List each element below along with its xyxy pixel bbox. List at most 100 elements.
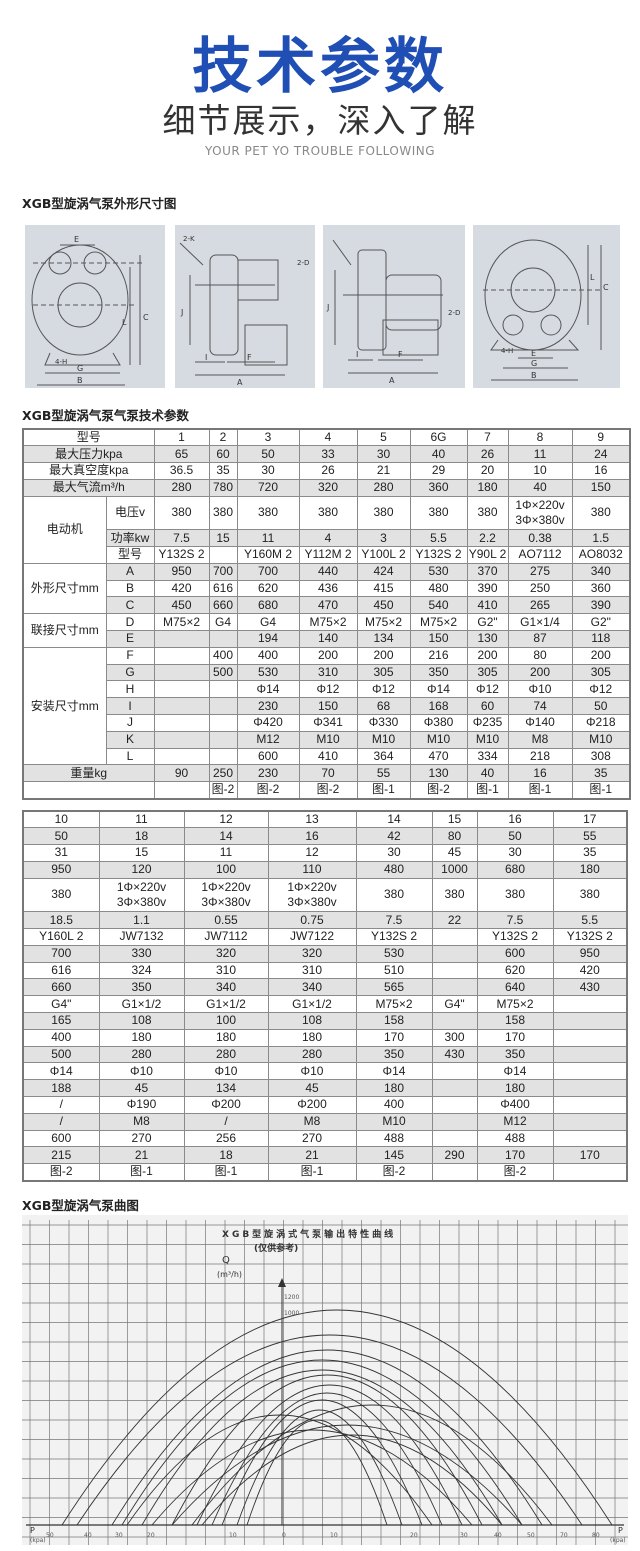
table-cell <box>431 961 478 980</box>
svg-text:E: E <box>74 235 79 244</box>
table-cell <box>552 1163 628 1182</box>
table-cell: 720 <box>236 478 300 497</box>
table-cell <box>552 1045 628 1064</box>
table-cell: Φ14 <box>355 1062 433 1081</box>
table-cell: 7 <box>466 428 509 447</box>
table-cell: Y132S 2 <box>409 546 468 564</box>
table-cell: 图-1 <box>507 781 573 800</box>
table-cell: 18 <box>183 1146 269 1165</box>
row-sub-label: G <box>105 663 155 682</box>
row-label: 最大压力kpa <box>22 445 155 464</box>
x-tick: 20 <box>410 1532 418 1539</box>
table-cell: 图-2 <box>22 1163 100 1182</box>
table-cell: M8 <box>98 1112 185 1131</box>
table-cell: 265 <box>507 596 573 615</box>
table-cell: 5.5 <box>409 529 468 548</box>
table-row: 安装尺寸mm F 400 400 200 200 216 200 80 200 <box>22 646 631 766</box>
table-cell: 26 <box>466 445 509 464</box>
table-cell <box>208 546 238 564</box>
table-cell <box>208 730 238 749</box>
row-label: 重量kg <box>22 764 155 783</box>
table-cell: 215 <box>22 1146 100 1165</box>
row-group-label: 安装尺寸mm <box>22 646 107 766</box>
table-cell: 280 <box>153 478 210 497</box>
x-tick: 30 <box>460 1532 468 1539</box>
table-cell: 17 <box>552 810 628 829</box>
table-cell: 780 <box>208 478 238 497</box>
table-cell: 230 <box>236 697 300 716</box>
table-cell: 158 <box>355 1012 433 1030</box>
x-tick: 80 <box>592 1532 600 1539</box>
row-label: 型号 <box>22 428 155 447</box>
table-cell: 74 <box>507 697 573 716</box>
table-cell: 图-1 <box>98 1163 185 1182</box>
table-cell: 90 <box>153 764 210 783</box>
table-cell: 320 <box>298 478 358 497</box>
table-cell: 616 <box>22 961 100 980</box>
table-cell: G1×1/4 <box>507 613 573 632</box>
x-tick: 50 <box>46 1532 54 1539</box>
row-group-label: 外形尺寸mm <box>22 562 107 615</box>
table-cell: 11 <box>98 810 185 829</box>
table-cell: Φ10 <box>267 1062 357 1081</box>
row-sub-label: 功率kw <box>105 529 155 548</box>
table-cell: 280 <box>183 1045 269 1064</box>
table-cell: Y100L 2 <box>356 546 411 564</box>
table-cell: M10 <box>571 730 631 749</box>
table-cell: 7.5 <box>355 911 433 930</box>
performance-curve <box>211 1392 443 1526</box>
table-cell: 图-1 <box>571 781 631 800</box>
x-tick: 20 <box>147 1532 155 1539</box>
chart-note: (仅供参考) <box>254 1242 298 1254</box>
table-cell: 470 <box>409 747 468 766</box>
table-cell: 18 <box>98 827 185 846</box>
row-label: 最大真空度kpa <box>22 462 155 480</box>
table-cell: Φ14 <box>22 1062 100 1081</box>
table-cell: 158 <box>476 1012 554 1030</box>
table-cell: 图-1 <box>466 781 509 800</box>
table-cell: 640 <box>476 978 554 997</box>
table-cell: 4 <box>298 428 358 447</box>
table-cell: 图-2 <box>208 781 238 800</box>
table-cell: 图-2 <box>476 1163 554 1182</box>
svg-text:J: J <box>180 308 183 317</box>
table-cell: 7.5 <box>153 529 210 548</box>
table-cell: 350 <box>409 663 468 682</box>
table-cell <box>153 630 210 648</box>
table-row: 215 21 18 21 145 290 170 170 <box>22 1146 628 1165</box>
row-sub-label: I <box>105 697 155 716</box>
table-cell: 165 <box>22 1012 100 1030</box>
table-cell: 420 <box>153 579 210 598</box>
x-tick: 50 <box>527 1532 535 1539</box>
table-cell: 134 <box>356 630 411 648</box>
table-row: I 230 150 68 168 60 74 50 <box>23 697 631 716</box>
table-cell: 530 <box>355 944 433 963</box>
table-cell: 0.75 <box>267 911 357 930</box>
table-cell: 380 <box>431 877 478 913</box>
table-cell: 15 <box>431 810 478 829</box>
table-cell: 20 <box>466 462 509 480</box>
table-cell: 540 <box>409 596 468 615</box>
table-cell: G2" <box>571 613 631 632</box>
table-cell: / <box>22 1096 100 1114</box>
svg-text:L: L <box>590 273 595 282</box>
table-cell <box>153 646 210 665</box>
table-cell: 100 <box>183 860 269 879</box>
table-cell: 480 <box>409 579 468 598</box>
table-cell: 150 <box>298 697 358 716</box>
table-cell: M8 <box>267 1112 357 1131</box>
svg-text:G: G <box>77 364 83 373</box>
table-cell: 60 <box>208 445 238 464</box>
svg-text:C: C <box>603 283 609 292</box>
svg-text:G: G <box>531 359 537 368</box>
table-cell: 660 <box>208 596 238 615</box>
performance-curve <box>121 1359 523 1526</box>
row-sub-label: H <box>105 680 155 699</box>
table-cell: 50 <box>236 445 300 464</box>
table-cell: 110 <box>267 860 357 879</box>
table-row: C 450 660 680 470 450 540 410 265 390 <box>23 596 631 615</box>
table-cell: 18.5 <box>22 911 100 930</box>
table-cell: Φ14 <box>409 680 468 699</box>
table-cell: 380 <box>355 877 433 913</box>
y-tick: 1200 <box>284 1294 299 1301</box>
